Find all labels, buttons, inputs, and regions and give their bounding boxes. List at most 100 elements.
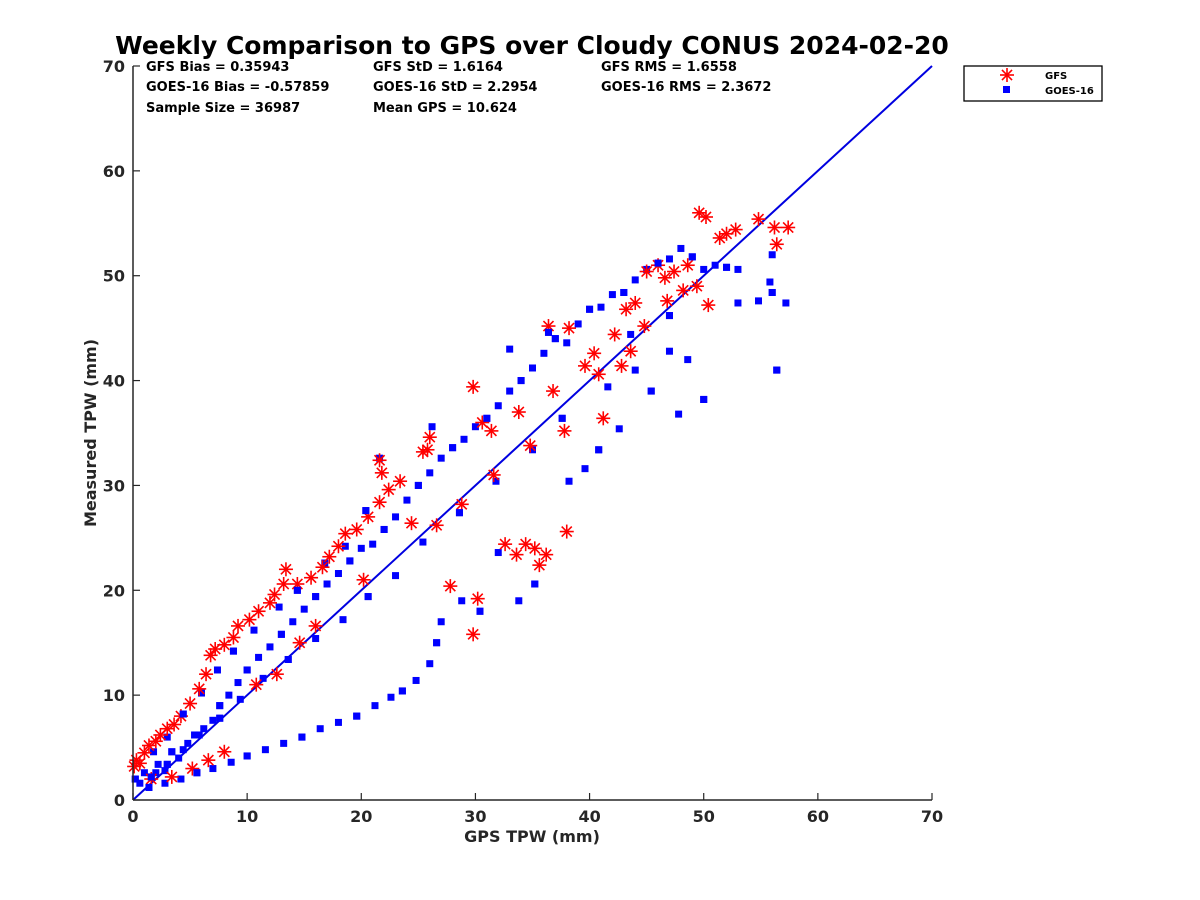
goes-16-point bbox=[665, 255, 673, 263]
y-axis-label: Measured TPW (mm) bbox=[81, 339, 100, 527]
goes-16-point bbox=[494, 549, 502, 557]
x-ticks: 0 10 20 30 40 50 60 70 bbox=[127, 793, 943, 826]
gfs-point bbox=[614, 358, 629, 373]
goes-16-point bbox=[280, 739, 288, 747]
goes-16-point bbox=[140, 769, 148, 777]
gfs-point bbox=[689, 279, 704, 294]
y-tick-label: 20 bbox=[103, 581, 125, 600]
goes-16-point bbox=[243, 752, 251, 760]
stat-gfs-bias: GFS Bias = 0.35943 bbox=[146, 60, 289, 75]
goes-16-point bbox=[631, 276, 639, 284]
chart-title: Weekly Comparison to GPS over Cloudy CON… bbox=[115, 31, 949, 60]
gfs-point bbox=[443, 579, 458, 594]
goes-16-point bbox=[654, 259, 662, 267]
gfs-point bbox=[356, 572, 371, 587]
gfs-point bbox=[728, 222, 743, 237]
goes-16-point bbox=[647, 387, 655, 395]
goes-16-overlay-points bbox=[131, 253, 781, 791]
legend-goes-16-marker bbox=[1003, 86, 1010, 93]
goes-16-point bbox=[321, 559, 329, 567]
goes-16-point bbox=[565, 477, 573, 485]
goes-16-point bbox=[604, 383, 612, 391]
goes-16-point bbox=[419, 538, 427, 546]
gfs-point bbox=[137, 745, 152, 760]
x-tick-label: 20 bbox=[350, 807, 372, 826]
goes-16-point bbox=[216, 702, 224, 710]
goes-16-point bbox=[620, 288, 628, 296]
gfs-point bbox=[231, 618, 246, 633]
goes-16-point bbox=[529, 364, 536, 372]
gfs-point bbox=[676, 283, 691, 298]
stats-block: GFS Bias = 0.35943 GFS StD = 1.6164 GFS … bbox=[146, 60, 771, 116]
goes-16-point bbox=[665, 347, 673, 355]
gfs-point bbox=[466, 627, 481, 642]
goes-16-point bbox=[298, 733, 306, 741]
goes-16-point bbox=[161, 779, 169, 787]
goes-16-point bbox=[574, 320, 582, 328]
goes-16-point bbox=[168, 748, 176, 756]
y-tick-label: 60 bbox=[103, 162, 125, 181]
goes-16-point bbox=[734, 265, 742, 273]
goes-16-point bbox=[236, 695, 244, 703]
gfs-point bbox=[308, 618, 323, 633]
gfs-point bbox=[657, 270, 672, 285]
gfs-point bbox=[315, 560, 330, 575]
legend-gfs-marker bbox=[1000, 68, 1014, 82]
gfs-point bbox=[292, 635, 307, 650]
gfs-point bbox=[557, 423, 572, 438]
y-tick-label: 50 bbox=[103, 267, 125, 286]
goes-16-point bbox=[293, 586, 301, 594]
gfs-point bbox=[132, 756, 147, 771]
goes-16-point bbox=[460, 435, 468, 443]
goes-16-point bbox=[234, 679, 242, 687]
goes-16-point bbox=[161, 767, 169, 775]
goes-16-point bbox=[631, 366, 639, 374]
goes-16-point bbox=[768, 251, 776, 259]
goes-16-point bbox=[665, 312, 673, 320]
legend-box bbox=[963, 65, 1103, 102]
goes-16-point bbox=[677, 244, 685, 252]
goes-16-point bbox=[428, 423, 436, 431]
gfs-point bbox=[249, 677, 264, 692]
gfs-point bbox=[393, 474, 408, 489]
goes-16-point bbox=[177, 775, 185, 783]
goes-16-point bbox=[688, 253, 696, 261]
goes-16-point bbox=[449, 444, 457, 452]
gfs-point bbox=[251, 604, 266, 619]
gfs-point bbox=[692, 205, 707, 220]
gfs-point bbox=[422, 430, 437, 445]
goes-16-point bbox=[364, 593, 372, 601]
goes-16-point bbox=[734, 299, 742, 307]
stat-gfs-std: GFS StD = 1.6164 bbox=[373, 60, 503, 75]
gfs-point bbox=[349, 522, 364, 537]
x-tick-label: 70 bbox=[921, 807, 943, 826]
goes-16-point bbox=[179, 746, 187, 754]
goes-16-point bbox=[229, 647, 237, 655]
y-ticks: 0 10 20 30 40 50 60 70 bbox=[103, 57, 140, 810]
goes-16-point bbox=[711, 261, 719, 269]
gfs-point bbox=[523, 438, 538, 453]
goes-16-point bbox=[551, 335, 559, 343]
gfs-point bbox=[201, 753, 216, 768]
y-tick-label: 70 bbox=[103, 57, 125, 76]
gfs-point bbox=[226, 630, 241, 645]
gfs-point bbox=[242, 612, 257, 627]
gfs-point bbox=[267, 587, 282, 602]
goes-16-point bbox=[586, 305, 594, 313]
goes-16-point bbox=[227, 758, 235, 766]
x-tick-label: 60 bbox=[807, 807, 829, 826]
goes-16-point bbox=[334, 718, 342, 726]
gfs-points bbox=[127, 205, 796, 787]
goes-16-point bbox=[412, 676, 420, 684]
gfs-point bbox=[361, 509, 376, 524]
goes-16-point bbox=[191, 731, 199, 739]
one-to-one-line bbox=[132, 65, 933, 801]
goes-16-point bbox=[437, 454, 445, 462]
goes-16-point bbox=[544, 328, 552, 336]
goes-16-point bbox=[275, 603, 283, 611]
gfs-point bbox=[276, 576, 291, 591]
stat-gfs-rms: GFS RMS = 1.6558 bbox=[601, 60, 737, 75]
goes-16-point bbox=[371, 702, 379, 710]
gfs-point bbox=[404, 516, 419, 531]
goes-16-point bbox=[312, 593, 320, 601]
